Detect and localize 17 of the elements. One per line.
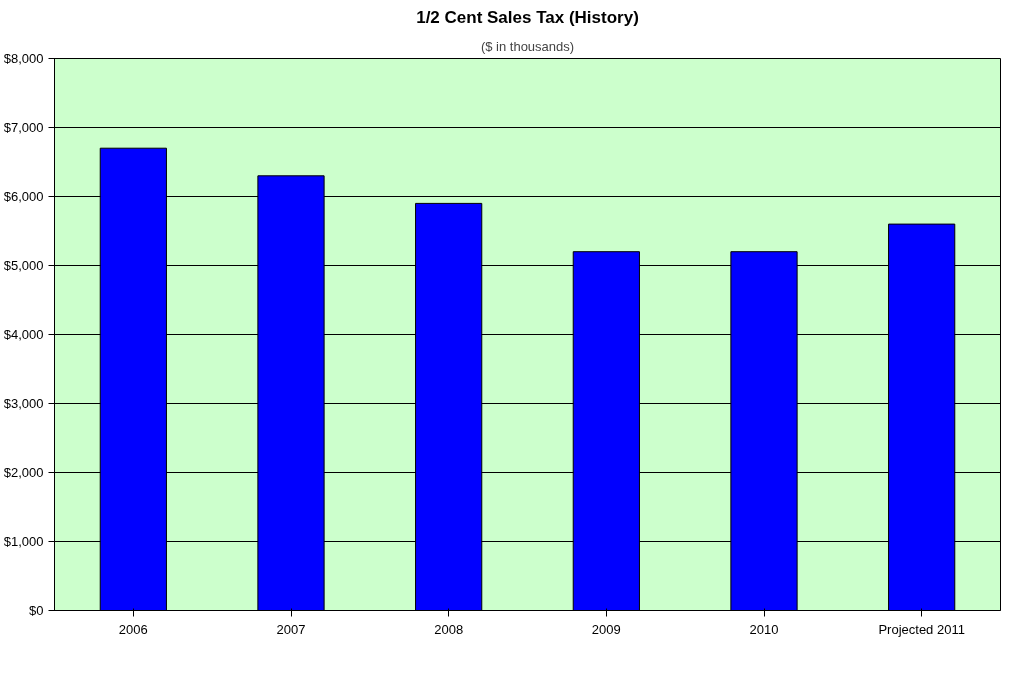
y-tick-label: $7,000 — [3, 120, 44, 135]
y-tick-label: $5,000 — [3, 258, 44, 273]
y-tick-label: $8,000 — [3, 51, 44, 66]
x-tick-label: Projected 2011 — [878, 621, 965, 637]
y-tick-label: $6,000 — [3, 189, 44, 204]
y-tick-label: $3,000 — [3, 396, 44, 411]
x-tick-label: 2010 — [749, 621, 779, 637]
x-tick-label: 2006 — [118, 621, 148, 637]
chart-title: 1/2 Cent Sales Tax (History) — [416, 7, 639, 27]
x-tick-label: 2007 — [276, 621, 306, 637]
x-tick-label: 2008 — [434, 621, 464, 637]
chart-subtitle: ($ in thousands) — [480, 38, 575, 54]
y-tick-label: $4,000 — [3, 327, 44, 342]
y-tick-label: $2,000 — [3, 465, 44, 480]
y-tick-label: $0 — [29, 603, 44, 618]
x-tick-label: 2009 — [591, 621, 621, 637]
y-tick-label: $1,000 — [3, 534, 44, 549]
